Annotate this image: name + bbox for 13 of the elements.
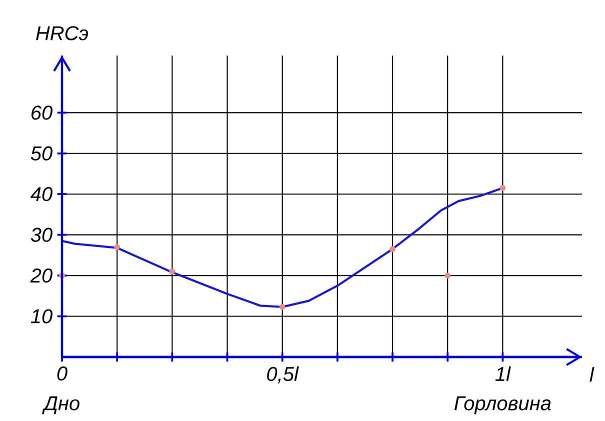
x-axis-title: l [590,367,594,382]
y-tick-label: 30 [30,228,52,242]
x-tick-label: 0,5l [267,366,299,384]
x-tick-label: 0 [57,366,68,381]
y-tick-label: 10 [30,309,52,324]
y-tick-label: 50 [30,146,52,160]
y-tick-label: 20 [30,268,52,283]
text: Горловина [454,396,551,414]
x-tick-label: 1l [495,366,511,381]
y-axis-title: HRCэ [36,26,88,40]
y-tick-label: 60 [32,106,52,120]
text: Дно [42,396,80,414]
y-tick-label: 40 [30,187,52,202]
